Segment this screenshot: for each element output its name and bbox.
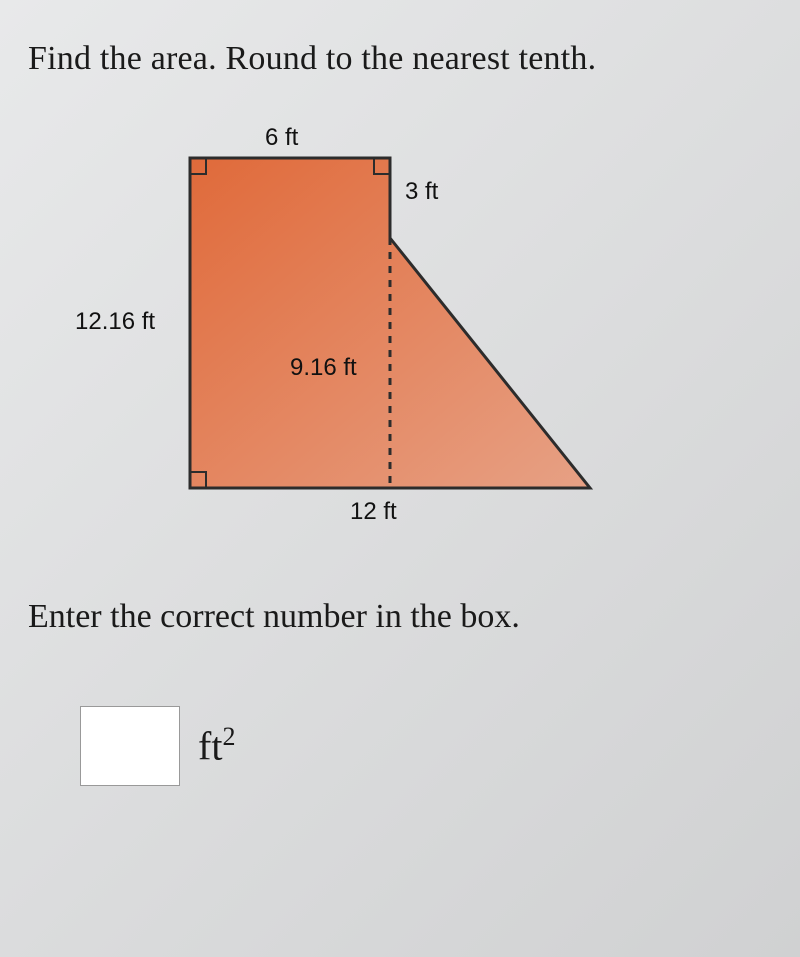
prompt-text: Enter the correct number in the box.	[28, 598, 780, 636]
label-right-top: 3 ft	[405, 178, 438, 206]
unit-exponent: 2	[222, 722, 235, 751]
label-left: 12.16 ft	[75, 308, 155, 336]
worksheet-page: Find the area. Round to the nearest tent…	[0, 0, 800, 957]
label-top: 6 ft	[265, 124, 298, 152]
unit-base: ft	[198, 724, 222, 769]
label-bottom: 12 ft	[350, 498, 397, 526]
problem-title: Find the area. Round to the nearest tent…	[28, 40, 780, 78]
unit-label: ft2	[198, 722, 235, 769]
answer-row: ft2	[80, 706, 780, 786]
answer-input[interactable]	[80, 706, 180, 786]
figure: 6 ft 3 ft 12.16 ft 9.16 ft 12 ft	[20, 118, 780, 558]
label-inner: 9.16 ft	[290, 354, 357, 382]
